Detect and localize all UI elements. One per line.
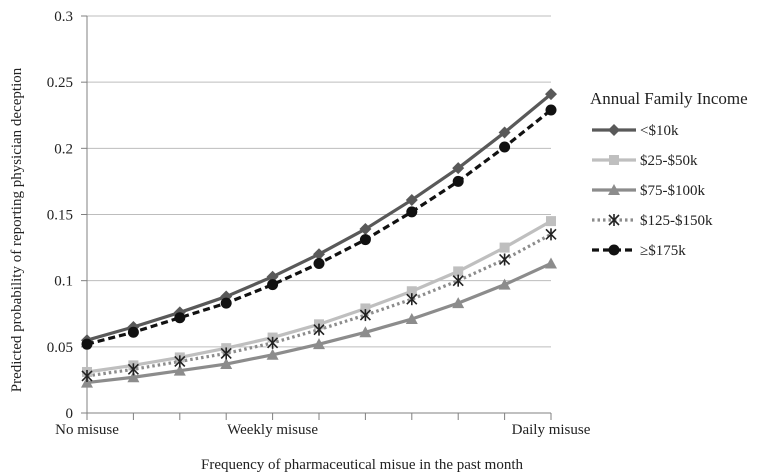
data-point bbox=[81, 338, 93, 350]
data-point bbox=[498, 278, 511, 290]
data-point bbox=[81, 369, 93, 382]
data-point bbox=[545, 104, 557, 116]
data-point bbox=[406, 286, 417, 297]
series-10k bbox=[81, 88, 557, 347]
y-tick-label: 0.25 bbox=[47, 75, 73, 91]
series-25-50k bbox=[82, 216, 556, 377]
y-tick-label: 0 bbox=[66, 406, 74, 422]
data-point bbox=[499, 242, 510, 253]
legend-title: Annual Family Income bbox=[590, 89, 748, 108]
x-tick-labels: No misuse Weekly misuse Daily misuse bbox=[55, 422, 591, 438]
data-point bbox=[220, 297, 232, 309]
y-tick-label: 0.3 bbox=[54, 9, 73, 25]
data-point bbox=[406, 293, 418, 306]
legend-marker bbox=[608, 244, 620, 256]
data-point bbox=[359, 326, 372, 338]
data-point bbox=[127, 363, 139, 376]
legend-marker bbox=[608, 214, 620, 226]
data-point bbox=[174, 312, 186, 324]
series-125-150k bbox=[81, 228, 557, 382]
data-point bbox=[359, 223, 372, 236]
data-point bbox=[127, 371, 140, 383]
data-point bbox=[173, 364, 186, 376]
data-point bbox=[545, 228, 557, 241]
data-point bbox=[452, 175, 464, 187]
y-tick-label: 0.2 bbox=[54, 141, 73, 157]
data-point bbox=[499, 141, 511, 153]
data-point bbox=[220, 347, 232, 360]
legend-label: $75-$100k bbox=[640, 183, 705, 199]
data-point bbox=[313, 257, 325, 269]
data-point bbox=[545, 257, 557, 269]
data-point bbox=[313, 338, 325, 350]
data-point bbox=[406, 206, 418, 218]
y-axis-label: Predicted probability of reporting physi… bbox=[9, 67, 25, 392]
legend-label: <$10k bbox=[640, 123, 679, 139]
series-line bbox=[86, 219, 552, 374]
series-75-100k bbox=[81, 257, 557, 388]
data-point bbox=[174, 355, 186, 368]
data-point bbox=[452, 162, 465, 175]
legend-item: ≥$175k bbox=[592, 243, 686, 259]
legend-marker bbox=[608, 184, 620, 195]
data-point bbox=[266, 270, 279, 283]
legend-label: $125-$150k bbox=[640, 213, 713, 229]
data-point bbox=[313, 248, 325, 261]
legend: Annual Family Income <$10k $25-$50k $75-$1… bbox=[590, 89, 748, 259]
legend-item: $75-$100k bbox=[592, 183, 705, 199]
data-point bbox=[452, 297, 465, 309]
y-tick-label: 0.1 bbox=[54, 274, 73, 290]
series-line bbox=[86, 108, 552, 346]
legend-marker bbox=[608, 124, 620, 136]
data-point bbox=[359, 309, 371, 322]
series-lines bbox=[81, 88, 557, 388]
data-point bbox=[360, 303, 371, 314]
legend-item: $25-$50k bbox=[592, 153, 698, 169]
data-point bbox=[498, 126, 511, 139]
data-point bbox=[405, 313, 418, 325]
legend-item: $125-$150k bbox=[592, 213, 713, 229]
x-tick-label: No misuse bbox=[55, 422, 119, 438]
data-point bbox=[267, 279, 279, 291]
data-point bbox=[81, 376, 93, 388]
data-point bbox=[313, 323, 325, 336]
gridlines bbox=[87, 15, 551, 348]
data-point bbox=[545, 88, 557, 101]
legend-item: <$10k bbox=[592, 123, 679, 139]
y-tick-label: 0.05 bbox=[47, 340, 73, 356]
data-point bbox=[266, 348, 279, 360]
x-tick-label: Weekly misuse bbox=[227, 422, 318, 438]
legend-marker bbox=[609, 155, 619, 165]
y-tick-label: 0.15 bbox=[47, 208, 73, 224]
data-point bbox=[546, 216, 556, 227]
data-point bbox=[267, 336, 279, 349]
x-tick-label: Daily misuse bbox=[512, 422, 591, 438]
legend-label: ≥$175k bbox=[640, 243, 686, 259]
data-point bbox=[453, 266, 464, 277]
axes bbox=[81, 15, 552, 420]
y-tick-labels: 0 0.05 0.1 0.15 0.2 0.25 0.3 bbox=[47, 9, 73, 422]
data-point bbox=[220, 358, 233, 370]
data-point bbox=[127, 326, 139, 338]
x-axis-label: Frequency of pharmaceutical misue in the… bbox=[201, 457, 523, 473]
series-line bbox=[86, 92, 553, 342]
series-175k bbox=[81, 104, 557, 350]
data-point bbox=[405, 193, 418, 206]
data-point bbox=[359, 234, 371, 246]
legend-label: $25-$50k bbox=[640, 153, 698, 169]
data-point bbox=[499, 253, 511, 266]
data-point bbox=[452, 274, 464, 287]
